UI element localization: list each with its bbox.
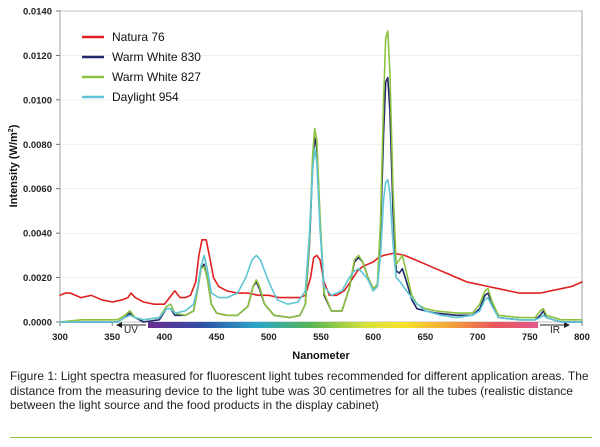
x-tick-label: 600: [365, 332, 381, 343]
y-tick-label: 0.0000: [23, 318, 52, 329]
x-axis-title: Nanometer: [292, 350, 350, 362]
y-tick-label: 0.0060: [23, 184, 52, 195]
x-tick-label: 700: [470, 332, 486, 343]
y-axis-ticks: 0.0000 0.0020 0.0040 0.0060 0.0080 0.0100 0.01…: [23, 7, 60, 329]
y-tick-label: 0.0080: [23, 140, 52, 151]
y-axis-title-main: Intensity (W/m: [8, 132, 20, 207]
x-tick-label: 450: [209, 332, 225, 343]
legend-label-daylight-954: Daylight 954: [112, 90, 179, 104]
legend-label-warm-white-830: Warm White 830: [112, 50, 201, 64]
spectrum-chart: 0.0000 0.0020 0.0040 0.0060 0.0080 0.0100 0.01…: [8, 7, 590, 363]
x-axis-ticks: 300 350 400 450 500 550 600 650 700 750 800: [52, 322, 590, 343]
x-tick-label: 400: [156, 332, 172, 343]
series-lines: [59, 30, 583, 323]
x-tick-label: 550: [313, 332, 329, 343]
y-axis-title-tail: ): [8, 124, 20, 128]
ir-label: IR: [550, 325, 560, 336]
x-tick-label: 800: [574, 332, 590, 343]
x-tick-label: 350: [104, 332, 120, 343]
plot-area: [59, 10, 583, 323]
ir-arrow-icon: [564, 322, 570, 328]
figure-caption: Figure 1: Light spectra measured for flu…: [10, 369, 589, 412]
x-tick-label: 650: [417, 332, 433, 343]
legend-label-natura-76: Natura 76: [112, 30, 165, 44]
y-tick-label: 0.0020: [23, 273, 52, 284]
y-tick-label: 0.0120: [23, 51, 52, 62]
legend: Natura 76 Warm White 830 Warm White 827 …: [82, 30, 201, 104]
uv-arrow-icon: [116, 322, 122, 328]
series-line-warm-white-827: [59, 30, 583, 323]
y-tick-label: 0.0100: [23, 95, 52, 106]
legend-label-warm-white-827: Warm White 827: [112, 70, 201, 84]
caption-divider: [10, 437, 592, 438]
x-tick-label: 300: [52, 332, 68, 343]
visible-spectrum-band: [148, 322, 538, 328]
x-tick-label: 750: [522, 332, 538, 343]
y-axis-title: Intensity (W/m2): [8, 124, 20, 207]
y-tick-label: 0.0040: [23, 229, 52, 240]
x-tick-label: 500: [261, 332, 277, 343]
uv-label: UV: [124, 325, 138, 336]
series-line-daylight-954: [59, 147, 583, 323]
y-axis-title-sup: 2: [8, 128, 15, 132]
y-tick-label: 0.0140: [23, 7, 52, 18]
